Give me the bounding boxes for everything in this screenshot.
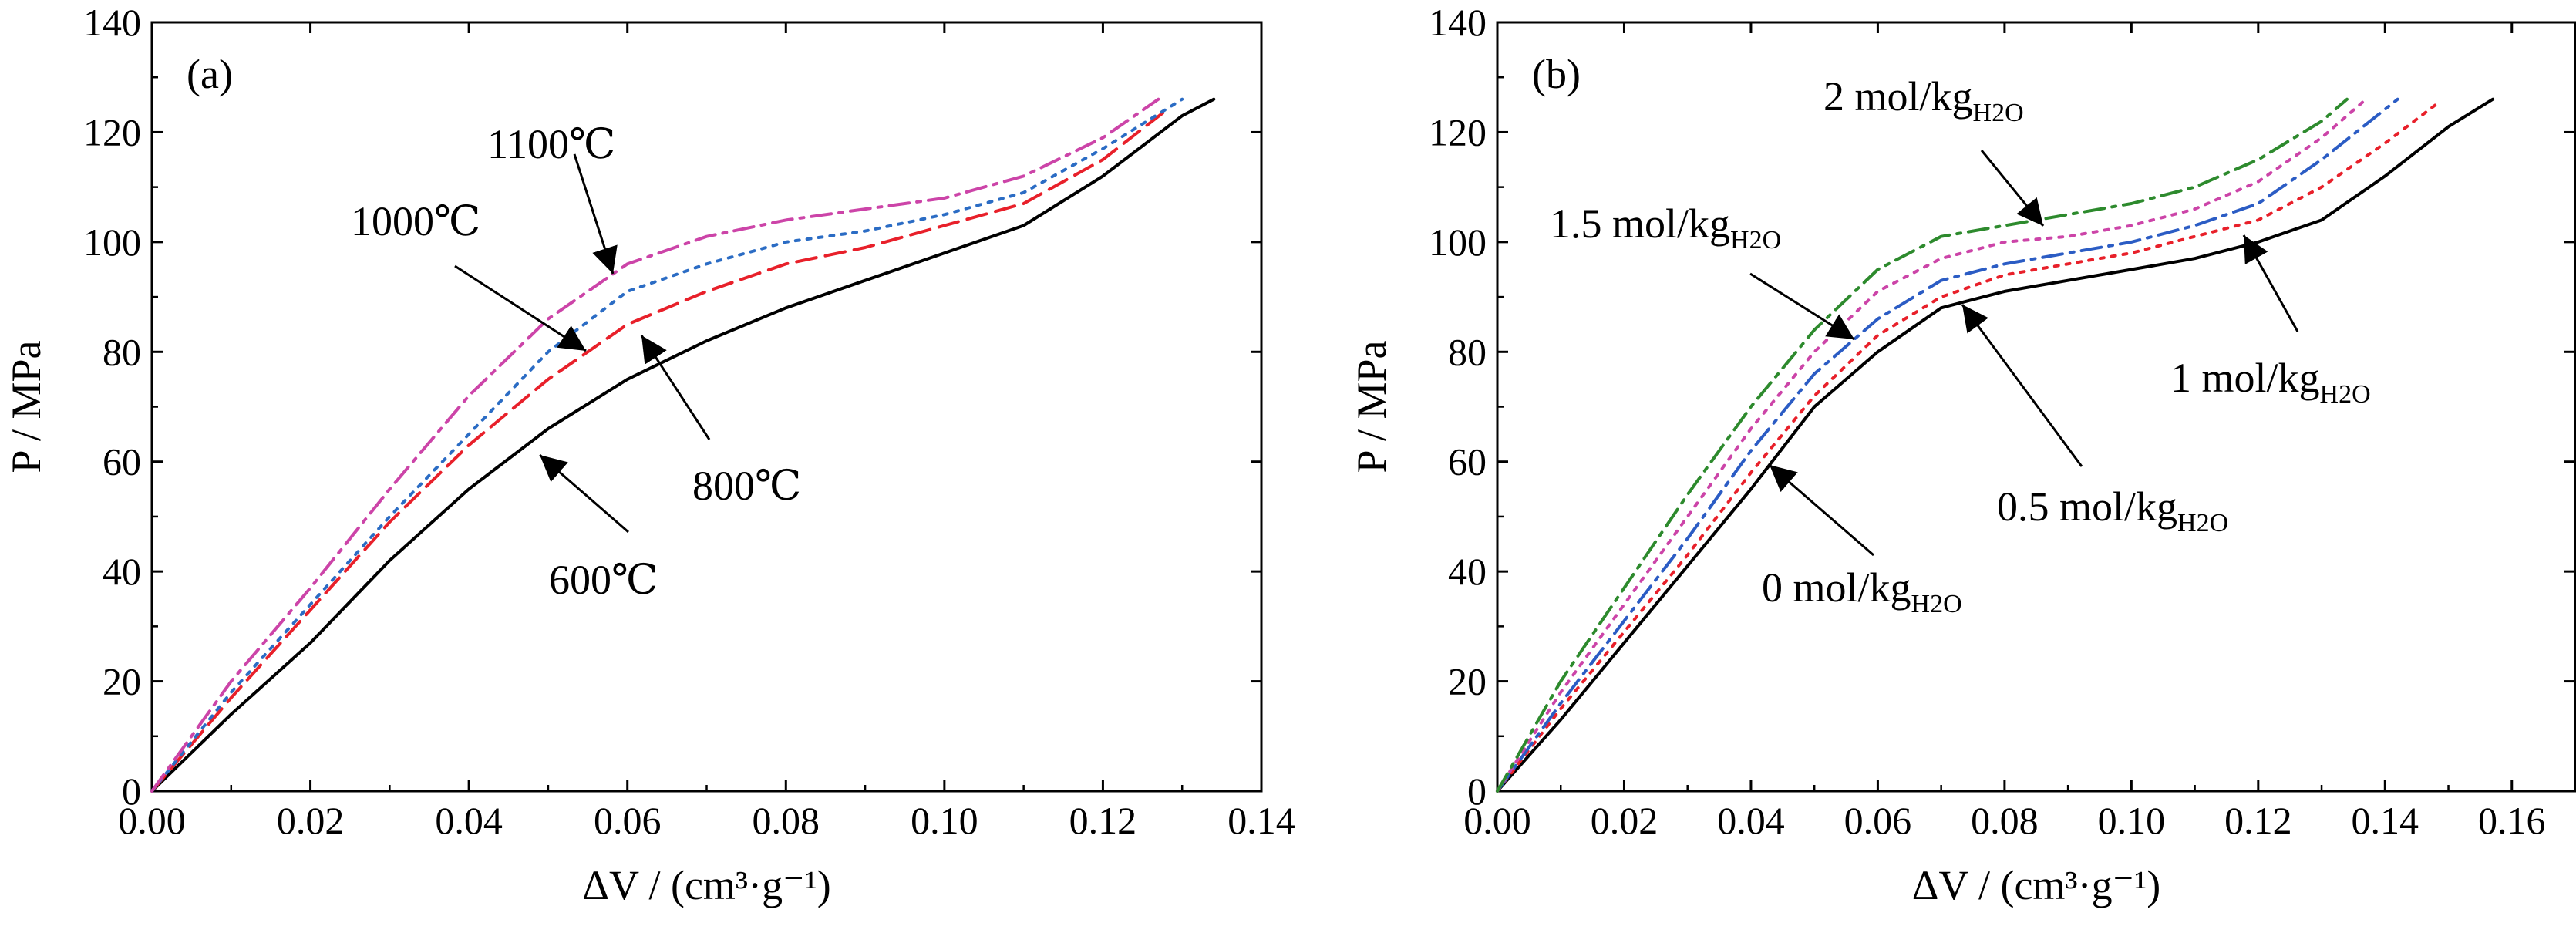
y-tick-label: 100 [83, 221, 141, 264]
series-line [1496, 97, 2368, 793]
x-tick-label: 0.02 [277, 799, 345, 842]
annotation-label: 0 mol/kgH2O [1762, 564, 1962, 618]
annotation-arrow [2242, 234, 2299, 332]
series-line [1496, 97, 2399, 793]
annotation-subscript: H2O [1730, 226, 1781, 254]
annotation-label: 1100℃ [487, 121, 615, 167]
annotation-label: 1000℃ [351, 198, 480, 244]
annotation-arrow [1961, 304, 2083, 467]
x-tick-label: 0.06 [1844, 799, 1912, 842]
plot-frame [150, 21, 1263, 793]
x-axis-label: ΔV / (cm³·g⁻¹) [1912, 862, 2161, 908]
y-tick-label: 60 [103, 440, 141, 483]
x-axis-label: ΔV / (cm³·g⁻¹) [582, 862, 831, 908]
x-tick-label: 0.14 [2352, 799, 2419, 842]
y-tick-label: 0 [1467, 770, 1487, 813]
y-tick-label: 80 [103, 330, 141, 373]
y-tick-label: 80 [1448, 330, 1487, 373]
x-tick-label: 0.06 [594, 799, 662, 842]
series-line [150, 97, 1160, 793]
x-tick-label: 0.00 [1463, 799, 1531, 842]
y-tick-label: 120 [1429, 110, 1487, 153]
annotation-label: 1 mol/kgH2O [2170, 355, 2371, 409]
annotation-arrow [640, 335, 711, 440]
chart-panel-a: 0.00 0.02 0.04 0.06 0.08 0.10 0.12 0.14 0 20 40 60 8… [3, 1, 1295, 908]
annotation-arrow [1769, 463, 1874, 557]
series-line [1496, 97, 2349, 793]
series-line [150, 97, 1184, 793]
annotation-label: 2 mol/kgH2O [1823, 73, 2024, 127]
annotation-label: 0.5 mol/kgH2O [1997, 483, 2228, 537]
series-line [150, 108, 1168, 793]
y-tick-label: 20 [1448, 660, 1487, 703]
annotation-arrow [573, 153, 618, 275]
y-tick-label: 40 [1448, 550, 1487, 593]
x-tick-label: 0.00 [118, 799, 186, 842]
annotation-arrow [1980, 150, 2045, 227]
x-tick-label: 0.12 [2224, 799, 2292, 842]
annotation-subscript: H2O [1911, 590, 1962, 618]
y-axis-label: P / MPa [3, 340, 49, 473]
series-line [150, 97, 1216, 793]
y-axis-label: P / MPa [1349, 340, 1395, 473]
x-tick-label: 0.10 [911, 799, 978, 842]
annotation-label: 1.5 mol/kgH2O [1550, 200, 1781, 254]
chart-panel-b: 0.00 0.02 0.04 0.06 0.08 0.10 0.12 0.14 0.16 0 20 4… [1349, 1, 2576, 908]
y-tick-label: 60 [1448, 440, 1487, 483]
x-tick-label: 0.04 [1717, 799, 1785, 842]
annotation-label: 800℃ [692, 463, 801, 509]
series-line [1496, 103, 2438, 793]
annotation-subscript: H2O [1973, 99, 2024, 127]
x-tick-label: 0.08 [753, 799, 820, 842]
y-tick-label: 20 [103, 660, 141, 703]
annotation-arrow [454, 264, 587, 352]
panel-label: (b) [1532, 51, 1581, 97]
y-tick-label: 100 [1429, 221, 1487, 264]
annotation-label: 600℃ [549, 557, 658, 603]
y-tick-label: 140 [1429, 1, 1487, 44]
y-tick-label: 120 [83, 110, 141, 153]
x-tick-label: 0.12 [1069, 799, 1137, 842]
x-tick-label: 0.02 [1591, 799, 1658, 842]
annotation-arrow [1749, 272, 1855, 341]
panel-label: (a) [187, 51, 233, 97]
annotation-subscript: H2O [2177, 509, 2228, 537]
x-tick-label: 0.04 [435, 799, 503, 842]
y-tick-label: 40 [103, 550, 141, 593]
series-line [1496, 97, 2495, 793]
y-tick-label: 0 [122, 770, 141, 813]
annotation-subscript: H2O [2320, 380, 2371, 409]
y-tick-label: 140 [83, 1, 141, 44]
x-tick-label: 0.16 [2478, 799, 2546, 842]
x-tick-label: 0.14 [1227, 799, 1295, 842]
annotation-arrow [539, 453, 629, 534]
x-tick-label: 0.08 [1971, 799, 2039, 842]
x-tick-label: 0.10 [2098, 799, 2166, 842]
